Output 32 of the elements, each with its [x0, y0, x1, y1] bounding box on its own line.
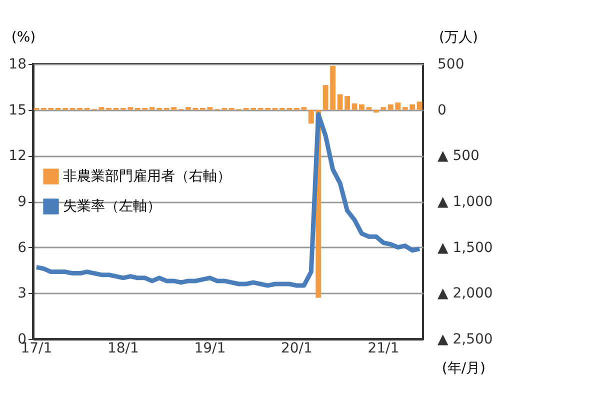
- y-tick-label: 18: [8, 56, 26, 72]
- x-tick-label: 18/1: [107, 340, 139, 356]
- y2-tick-label: ▲ 1,500: [438, 240, 493, 256]
- y-tick-label: 0: [18, 332, 26, 348]
- legend-label: 失業率（左軸）: [63, 198, 161, 214]
- legend-label: 非農業部門雇用者（右軸）: [63, 168, 231, 184]
- bar: [366, 107, 372, 110]
- y2-axis-title: (万人): [439, 30, 478, 46]
- bar: [186, 107, 191, 110]
- y2-tick-label: ▲ 2,500: [438, 332, 493, 348]
- y2-tick-label: ▲ 2,000: [438, 286, 493, 302]
- y2-tick-label: 0: [438, 102, 446, 118]
- y-tick-label: 15: [8, 102, 26, 118]
- y2-tick-label: ▲ 500: [438, 148, 480, 164]
- bar: [416, 102, 422, 110]
- y2-tick-label: ▲ 1,000: [438, 194, 493, 210]
- bar: [380, 107, 386, 110]
- y-axis-title: (%): [11, 30, 36, 46]
- y-tick-label: 12: [8, 148, 26, 164]
- y-tick-label: 3: [18, 286, 26, 302]
- x-tick-label: 20/1: [280, 340, 312, 356]
- bar: [373, 110, 379, 113]
- bar: [359, 104, 364, 110]
- y-tick-label: 6: [18, 240, 27, 256]
- x-tick-label: 19/1: [194, 340, 226, 356]
- y-tick-label: 9: [18, 194, 26, 210]
- x-axis-title: (年/月): [442, 360, 486, 376]
- line-series: [34, 112, 422, 288]
- x-tick-label: 21/1: [368, 340, 400, 356]
- bar: [98, 107, 104, 110]
- bar: [352, 103, 358, 110]
- y2-tick-label: 500: [438, 56, 464, 72]
